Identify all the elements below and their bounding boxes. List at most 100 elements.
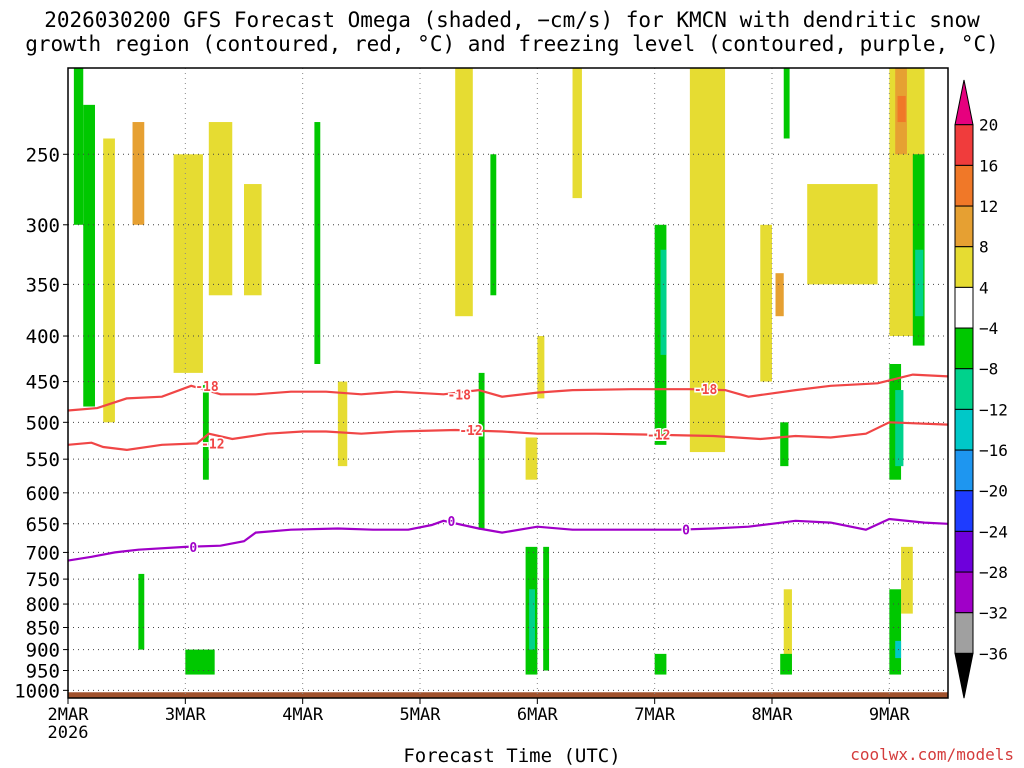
- colorbar-top-arrow: [954, 79, 974, 126]
- colorbar-bin: [954, 490, 974, 532]
- colorbar-bin: [954, 408, 974, 451]
- colorbar-bin: [954, 327, 974, 370]
- colorbar-bin: [954, 530, 974, 573]
- omega-shading-layer: [68, 68, 948, 698]
- omega-cell: [83, 104, 95, 407]
- x-tick-label: 8MAR: [752, 705, 794, 725]
- y-tick-label: 500: [26, 412, 60, 434]
- x-tick-label: 2MAR: [48, 705, 90, 725]
- y-tick-label: 450: [26, 372, 60, 394]
- omega-cell: [337, 381, 348, 467]
- colorbar-label: −20: [979, 482, 1008, 501]
- contour-label: -18: [447, 388, 471, 403]
- colorbar-label: 4: [979, 278, 989, 297]
- contour-label: 0: [189, 541, 197, 556]
- omega-cell: [783, 589, 792, 671]
- colorbar-label: 16: [979, 156, 998, 175]
- omega-cell: [889, 589, 902, 675]
- y-tick-label: 550: [26, 449, 60, 471]
- colorbar-bin: [954, 164, 974, 207]
- omega-cell: [173, 154, 203, 373]
- contour-line: [67, 421, 949, 452]
- omega-cell: [185, 649, 215, 675]
- x-tick-label: 9MAR: [869, 705, 911, 725]
- contour-label: 0: [447, 515, 455, 530]
- x-tick-label: 7MAR: [634, 705, 676, 725]
- omega-cell: [208, 122, 233, 296]
- grid-layer: [67, 68, 948, 698]
- colorbar-bin: [954, 571, 974, 614]
- colorbar-label: 12: [979, 197, 998, 216]
- colorbar-bin: [954, 449, 974, 492]
- omega-cell: [897, 95, 906, 123]
- y-tick-label: 600: [26, 483, 60, 505]
- y-tick-label: 650: [26, 514, 60, 536]
- omega-cell: [529, 589, 535, 650]
- axes-layer: 2503003504004505005506006507007508008509…: [14, 67, 949, 743]
- contour-label: -12: [459, 424, 482, 439]
- y-tick-label: 300: [26, 215, 60, 237]
- y-tick-label: 850: [26, 617, 60, 639]
- omega-cell: [202, 381, 209, 480]
- contour-layer: -18 -18 -18 -12 -12 -12 0 0 0: [67, 373, 949, 562]
- colorbar-bottom-arrow: [954, 652, 974, 699]
- colorbar-bin: [954, 368, 974, 410]
- y-tick-label: 350: [26, 274, 60, 296]
- y-tick-label: 700: [26, 542, 60, 564]
- colorbar-label: −8: [979, 360, 998, 379]
- colorbar-label: −32: [979, 604, 1008, 623]
- omega-cell: [478, 372, 485, 530]
- contour-label: -18: [195, 380, 219, 395]
- contour-line: [67, 373, 949, 412]
- omega-cell: [895, 390, 904, 467]
- omega-cell: [689, 68, 726, 453]
- omega-cell: [525, 437, 538, 480]
- colorbar-bin: [954, 612, 974, 654]
- x-tick-label: 3MAR: [165, 705, 207, 725]
- contour-label: 0: [682, 524, 690, 539]
- chart-subtitle: growth region (contoured, red, °C) and f…: [25, 32, 999, 56]
- ground-band: [68, 692, 948, 698]
- contour-label: -12: [647, 428, 670, 443]
- colorbar-label: −28: [979, 563, 1008, 582]
- y-tick-label: 400: [26, 326, 60, 348]
- omega-cell: [138, 573, 145, 650]
- omega-cell: [314, 122, 321, 364]
- x-tick-label: 5MAR: [400, 705, 442, 725]
- colorbar-bin: [954, 286, 974, 329]
- omega-cell: [807, 184, 878, 285]
- contour-line: [67, 517, 949, 562]
- contour-label: -18: [694, 383, 718, 398]
- x-tick-label: 6MAR: [517, 705, 559, 725]
- omega-cell: [660, 249, 667, 355]
- colorbar-label: −4: [979, 319, 998, 338]
- plot-frame: [67, 67, 949, 699]
- y-tick-label: 750: [26, 569, 60, 591]
- contour-label: -12: [201, 437, 224, 452]
- omega-cell: [537, 336, 545, 399]
- colorbar-bin: [954, 205, 974, 248]
- omega-cell: [73, 68, 84, 225]
- chart-title: 2026030200 GFS Forecast Omega (shaded, −…: [44, 8, 980, 32]
- omega-cell: [103, 138, 115, 423]
- omega-cell: [543, 546, 550, 671]
- omega-cell: [780, 653, 792, 675]
- y-tick-label: 1000: [14, 680, 60, 702]
- x-tick-sublabel: 2026: [48, 723, 89, 743]
- y-tick-label: 950: [26, 661, 60, 683]
- colorbar-label: −16: [979, 441, 1008, 460]
- omega-cell: [783, 68, 790, 139]
- omega-cell: [901, 546, 913, 614]
- omega-cell: [915, 249, 924, 317]
- colorbar-label: 8: [979, 238, 989, 257]
- colorbar-label: −36: [979, 644, 1008, 663]
- x-axis-label: Forecast Time (UTC): [403, 745, 621, 767]
- omega-cell: [780, 422, 789, 467]
- colorbar: 20 16 12 8 4 −4 −8 −12 −16 −20 −24 −28 −32 −36: [954, 79, 1008, 699]
- colorbar-bin: [954, 124, 974, 166]
- omega-cell: [775, 273, 784, 317]
- y-tick-label: 800: [26, 594, 60, 616]
- y-tick-label: 900: [26, 640, 60, 662]
- omega-cell: [455, 68, 473, 317]
